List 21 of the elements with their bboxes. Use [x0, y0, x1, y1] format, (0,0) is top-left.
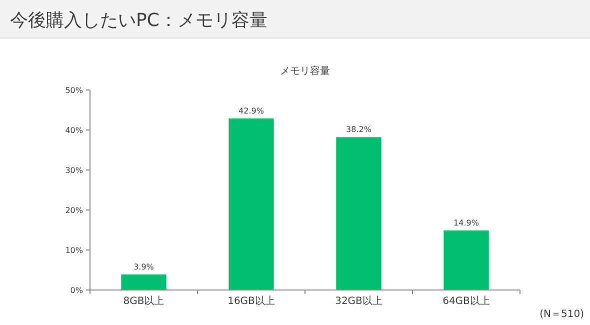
x-tick-label: 64GB以上	[442, 295, 490, 307]
y-tick-label: 40%	[65, 126, 84, 135]
data-label: 14.9%	[454, 218, 480, 228]
x-tick-label: 16GB以上	[228, 295, 275, 307]
bar	[336, 137, 382, 290]
bar	[228, 118, 274, 290]
data-label: 3.9%	[134, 262, 154, 272]
data-label: 42.9%	[238, 106, 264, 116]
y-tick-label: 10%	[65, 246, 84, 255]
y-tick-label: 20%	[65, 206, 84, 215]
y-tick-label: 0%	[70, 286, 84, 295]
bar	[121, 274, 166, 290]
y-tick-label: 50%	[65, 86, 84, 95]
chart-title: 今後購入したいPC：メモリ容量	[10, 10, 268, 31]
data-label: 38.2%	[346, 125, 372, 134]
y-tick-label: 30%	[65, 166, 84, 175]
text: (N＝510)	[540, 309, 584, 320]
x-tick-label: 32GB以上	[335, 295, 382, 307]
x-tick-label: 8GB以上	[123, 295, 164, 307]
chart-subtitle: メモリ容量	[280, 65, 330, 77]
bar	[444, 230, 489, 290]
